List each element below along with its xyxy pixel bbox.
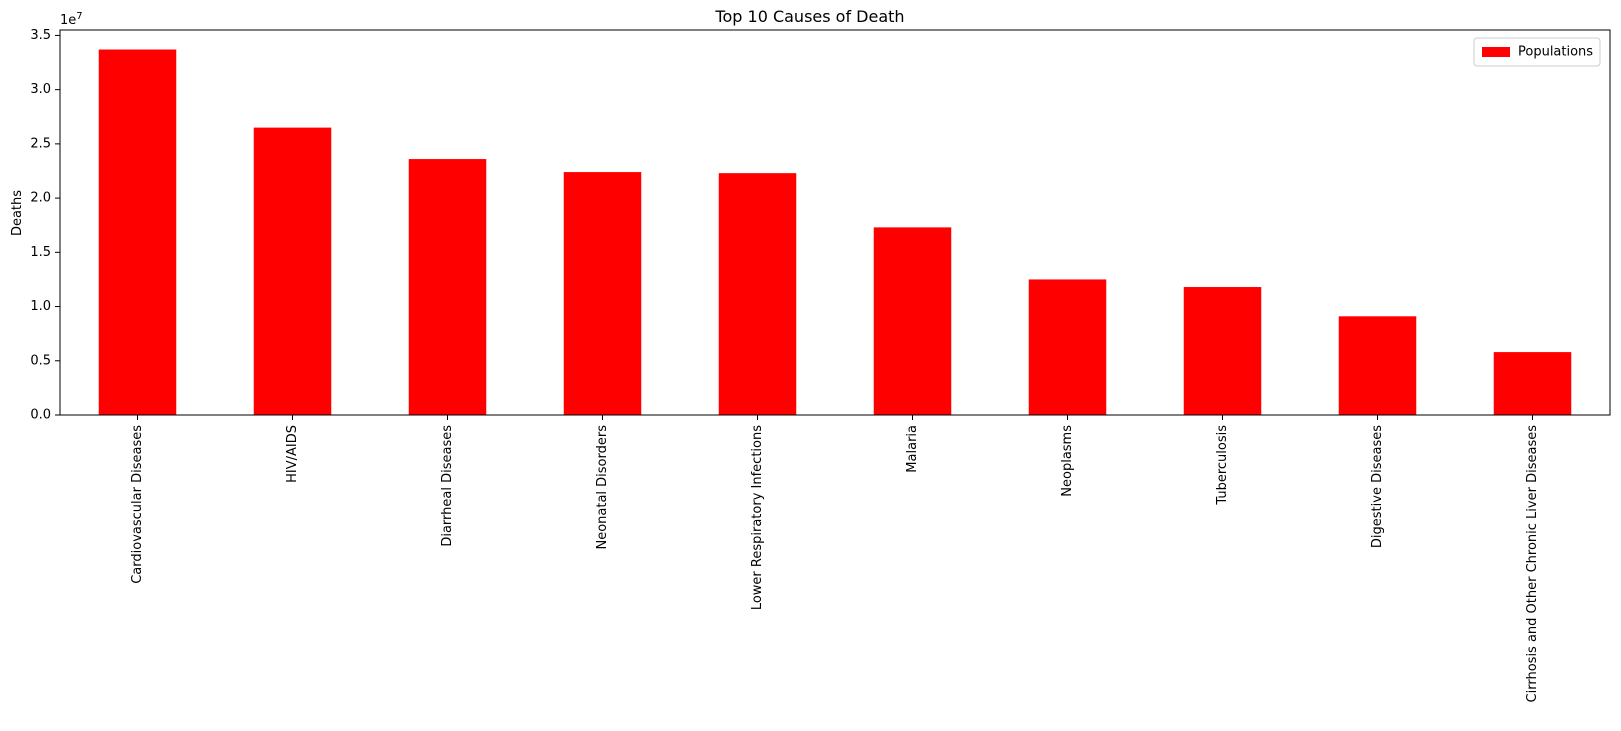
x-tick-label: Malaria (905, 425, 920, 473)
bars-group (98, 49, 1572, 416)
x-tick-label: Diarrheal Diseases (440, 425, 455, 547)
bar (1338, 316, 1417, 415)
bar (98, 49, 177, 416)
legend-box (1473, 37, 1601, 67)
bar (1183, 287, 1262, 415)
bar (408, 159, 487, 415)
x-tick-label: Cardiovascular Diseases (130, 425, 145, 584)
y-tick-label: 2.5 (30, 136, 51, 151)
y-axis-label: Deaths (10, 190, 25, 236)
y-tick-label: 0.0 (30, 408, 51, 423)
legend-label: Populations (1518, 45, 1593, 60)
x-tick-label: Lower Respiratory Infections (750, 425, 765, 610)
legend-swatch (1482, 47, 1510, 57)
bar (253, 127, 332, 415)
bar (873, 227, 952, 415)
bar (1028, 279, 1107, 415)
y-tick-label: 2.0 (30, 191, 51, 206)
x-tick-label: Cirrhosis and Other Chronic Liver Diseas… (1525, 425, 1540, 703)
plot-frame (59, 29, 1611, 416)
x-tick-label: HIV/AIDS (285, 425, 300, 483)
y-tick-label: 0.5 (30, 353, 51, 368)
bar (1493, 352, 1572, 415)
x-tick-label: Tuberculosis (1215, 425, 1230, 506)
chart-title: Top 10 Causes of Death (714, 7, 904, 26)
bar (718, 173, 797, 415)
legend: Populations (1473, 37, 1601, 67)
y-axis-offset-label: 1e7 (60, 11, 83, 28)
x-axis-ticks: Cardiovascular Diseases HIV/AIDS Diarrheal… (130, 415, 1540, 702)
x-tick-label: Digestive Diseases (1370, 425, 1385, 548)
y-axis-ticks: 0.0 0.5 1.0 1.5 2.0 2.5 3.0 3.5 (30, 28, 60, 423)
y-tick-label: 1.0 (30, 299, 51, 314)
x-tick-label: Neonatal Disorders (595, 425, 610, 550)
bar (563, 172, 642, 415)
y-tick-label: 1.5 (30, 245, 51, 260)
x-tick-label: Neoplasms (1060, 425, 1075, 497)
y-tick-label: 3.0 (30, 82, 51, 97)
y-tick-label: 3.5 (30, 28, 51, 43)
